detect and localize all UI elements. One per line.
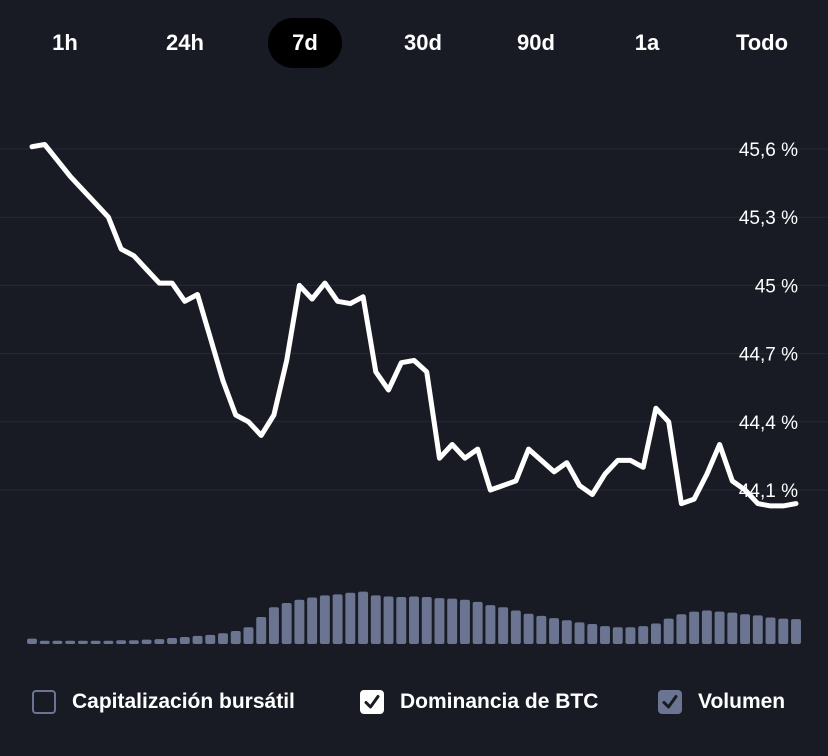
volume-bar [791,619,801,644]
checkbox-unchecked-icon[interactable] [32,690,56,714]
volume-bar [27,638,37,644]
volume-bar [663,618,674,644]
volume-bar [205,634,216,644]
legend-label-volume: Volumen [698,690,786,713]
volume-bar [192,635,203,644]
volume-bar [39,640,50,644]
chart-legend: Capitalización bursátil Dominancia de BT… [0,680,828,724]
volume-bar [103,640,114,644]
volume-bar [383,596,394,644]
volume-bar [370,595,381,644]
volume-bar [230,631,241,644]
tab-30d[interactable]: 30d [404,30,442,55]
volume-bar [600,626,610,644]
volume-bar [650,623,661,644]
volume-bar [549,618,560,644]
volume-bar [358,591,369,644]
timeframe-tabs: 1h 24h 7d 30d 90d 1a Todo [0,18,828,72]
volume-bar [77,640,88,644]
volume-bar [319,595,330,644]
volume-bar [396,597,407,644]
tab-24h[interactable]: 24h [166,30,204,55]
volume-bar [587,624,598,644]
volume-bar [154,639,165,644]
tab-1a[interactable]: 1a [634,30,660,55]
volume-bar [536,615,547,644]
volume-bar [307,597,318,644]
volume-bar [167,638,178,644]
checkbox-checked-icon[interactable] [658,690,682,714]
volume-bar [345,592,356,644]
volume-bar [765,617,776,644]
legend-volume[interactable]: Volumen [658,680,785,724]
volume-bar [268,607,279,644]
volume-bar [638,626,649,644]
volume-bar [459,599,470,644]
volume-bar [714,611,725,644]
volume-bar [116,640,127,644]
volume-bar [701,610,712,644]
volume-bar [676,614,687,644]
volume-bar [332,594,343,644]
y-tick-label: 45,3 % [739,208,798,229]
y-tick-label: 44,4 % [739,413,798,434]
volume-bars [27,591,801,644]
volume-bar [281,602,292,644]
volume-bar [243,627,254,644]
legend-btc-dominance[interactable]: Dominancia de BTC [360,680,598,724]
y-tick-label: 45 % [755,276,798,297]
volume-bar [218,633,228,644]
volume-bar [612,627,623,644]
volume-bar [421,597,432,644]
volume-bar [90,640,101,644]
volume-bar [689,611,700,644]
checkbox-checked-icon[interactable] [360,690,384,714]
volume-bar [510,610,521,644]
volume-bar [778,618,789,644]
tab-todo[interactable]: Todo [735,30,789,55]
volume-bar [294,599,305,644]
volume-bar [128,640,139,644]
tab-1h[interactable]: 1h [52,30,78,55]
volume-bar [574,622,585,644]
volume-bar [485,605,496,644]
tab-7d[interactable]: 7d [268,18,342,68]
btc-dominance-chart[interactable]: 45,6 % 45,3 % 45 % 44,7 % 44,4 % 44,1 % [0,120,828,650]
y-tick-label: 45,6 % [739,140,798,161]
volume-bar [65,640,76,644]
volume-bar [561,620,572,644]
tab-90d[interactable]: 90d [517,30,555,55]
dominance-line [29,142,799,509]
volume-bar [523,613,534,644]
volume-bar [752,615,763,644]
y-tick-label: 44,1 % [739,481,798,502]
grid-lines [0,148,828,491]
volume-bar [179,636,190,644]
dominance-series-line [29,142,799,509]
y-tick-label: 44,7 % [739,345,798,366]
volume-bar [447,598,458,644]
legend-market-cap[interactable]: Capitalización bursátil [32,680,295,724]
volume-bar [256,617,267,644]
y-axis-ticks: 45,6 % 45,3 % 45 % 44,7 % 44,4 % 44,1 % [739,140,798,502]
volume-bar [625,627,636,644]
volume-bar [498,607,509,644]
volume-bar [740,614,751,644]
volume-bar [472,601,483,644]
volume-bar [141,639,152,644]
volume-bar [434,598,445,644]
volume-bar [727,612,738,644]
volume-bar [52,640,63,644]
legend-label-btc-dominance: Dominancia de BTC [400,690,599,713]
legend-label-market-cap: Capitalización bursátil [72,690,295,713]
volume-bar [409,596,419,644]
